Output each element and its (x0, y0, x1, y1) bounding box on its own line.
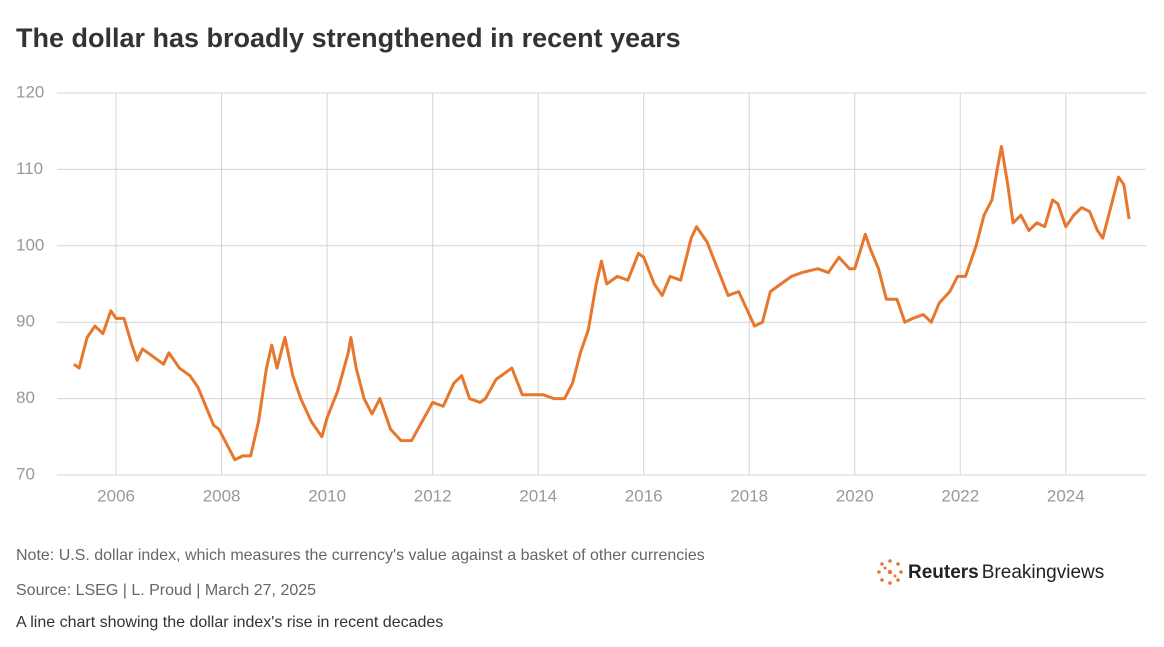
x-tick-label: 2014 (519, 486, 557, 505)
x-tick-label: 2016 (625, 486, 663, 505)
y-tick-label: 100 (16, 235, 44, 254)
x-tick-label: 2022 (941, 486, 979, 505)
x-tick-label: 2010 (308, 486, 346, 505)
logo-breakingviews: Breakingviews (982, 562, 1105, 583)
x-tick-label: 2020 (836, 486, 874, 505)
y-tick-label: 90 (16, 312, 35, 331)
logo-icon (877, 559, 903, 585)
caption: A line chart showing the dollar index's … (16, 614, 443, 631)
y-tick-label: 120 (16, 82, 44, 101)
y-tick-label: 70 (16, 464, 35, 483)
y-tick-label: 80 (16, 388, 35, 407)
logo-text: Reuters Breakingviews (908, 562, 1104, 583)
x-tick-label: 2012 (414, 486, 452, 505)
logo-reuters: Reuters (908, 562, 979, 583)
source: Source: LSEG | L. Proud | March 27, 2025 (16, 582, 316, 599)
chart-title: The dollar has broadly strengthened in r… (16, 23, 681, 53)
y-tick-label: 110 (16, 159, 43, 178)
note: Note: U.S. dollar index, which measures … (16, 547, 705, 564)
data-line (73, 144, 1131, 462)
x-tick-label: 2018 (730, 486, 768, 505)
x-tick-label: 2006 (97, 486, 135, 505)
x-tick-label: 2024 (1047, 486, 1085, 505)
x-tick-label: 2008 (203, 486, 241, 505)
